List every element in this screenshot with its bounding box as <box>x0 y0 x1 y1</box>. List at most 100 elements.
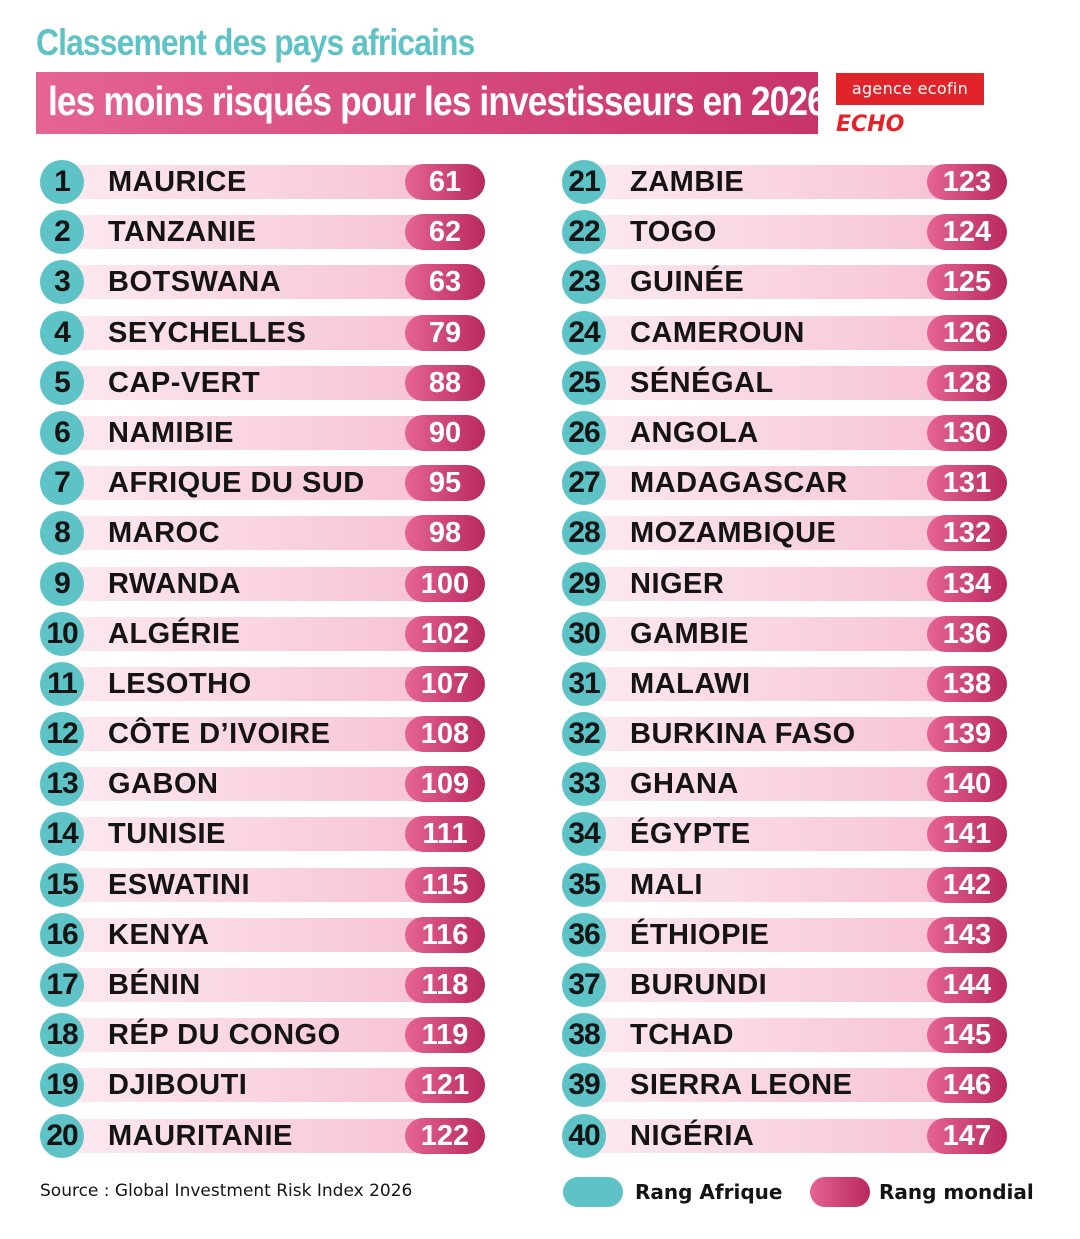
world-rank-pill: 115 <box>405 866 485 903</box>
world-rank-pill: 146 <box>927 1067 1007 1104</box>
row-band <box>590 968 980 1002</box>
country-name: BOTSWANA <box>108 266 282 299</box>
africa-rank-badge: 21 <box>562 160 606 204</box>
africa-rank-badge: 18 <box>40 1013 84 1058</box>
africa-rank-badge: 7 <box>40 461 84 506</box>
table-row: 29 NIGER 134 <box>560 561 1030 611</box>
row-band <box>68 516 458 551</box>
country-name: AFRIQUE DU SUD <box>108 467 365 500</box>
table-row: 34 ÉGYPTE 141 <box>560 811 1030 861</box>
africa-rank-badge: 25 <box>562 360 606 405</box>
world-rank-pill: 141 <box>927 816 1007 853</box>
table-row: 23 GUINÉE 125 <box>560 259 1030 309</box>
row-band <box>68 365 458 400</box>
country-name: MOZAMBIQUE <box>630 517 837 550</box>
africa-rank-badge: 26 <box>562 410 606 455</box>
country-name: NAMIBIE <box>108 416 234 449</box>
legend-africa-swatch <box>563 1177 623 1207</box>
row-band <box>68 1068 458 1103</box>
world-rank-pill: 140 <box>927 766 1007 803</box>
country-name: ÉGYPTE <box>630 818 751 851</box>
world-rank-pill: 98 <box>405 515 485 552</box>
table-row: 27 MADAGASCAR 131 <box>560 460 1030 510</box>
row-band <box>68 666 458 701</box>
country-name: SÉNÉGAL <box>630 366 774 399</box>
table-row: 25 SÉNÉGAL 128 <box>560 360 1030 410</box>
world-rank-pill: 142 <box>927 866 1007 903</box>
africa-rank-badge: 14 <box>40 812 84 857</box>
country-name: CÔTE D’IVOIRE <box>108 718 331 751</box>
row-band <box>68 215 458 250</box>
table-row: 15 ESWATINI 115 <box>38 862 508 912</box>
row-band <box>590 767 980 802</box>
africa-rank-badge: 17 <box>40 963 84 1007</box>
africa-rank-badge: 22 <box>562 210 606 255</box>
world-rank-pill: 63 <box>405 264 485 301</box>
world-rank-pill: 134 <box>927 565 1007 602</box>
africa-rank-badge: 11 <box>40 661 84 706</box>
table-row: 19 DJIBOUTI 121 <box>38 1062 508 1112</box>
world-rank-pill: 121 <box>405 1067 485 1104</box>
source-note: Source : Global Investment Risk Index 20… <box>40 1181 413 1201</box>
country-name: ALGÉRIE <box>108 617 241 650</box>
country-name: RWANDA <box>108 567 241 600</box>
world-rank-pill: 79 <box>405 314 485 351</box>
africa-rank-badge: 10 <box>40 611 84 656</box>
row-band <box>68 466 458 501</box>
africa-rank-badge: 33 <box>562 762 606 807</box>
country-name: TUNISIE <box>108 818 226 851</box>
country-name: MAURICE <box>108 166 247 198</box>
africa-rank-badge: 16 <box>40 912 84 957</box>
table-row: 12 CÔTE D’IVOIRE 108 <box>38 711 508 761</box>
row-band <box>68 817 458 852</box>
country-name: GUINÉE <box>630 266 745 299</box>
africa-rank-badge: 4 <box>40 310 84 355</box>
world-rank-pill: 116 <box>405 916 485 953</box>
world-rank-pill: 131 <box>927 465 1007 502</box>
world-rank-pill: 102 <box>405 615 485 652</box>
africa-rank-badge: 40 <box>562 1113 606 1158</box>
world-rank-pill: 62 <box>405 214 485 251</box>
table-row: 2 TANZANIE 62 <box>38 209 508 259</box>
africa-rank-badge: 15 <box>40 862 84 907</box>
country-name: MAURITANIE <box>108 1119 293 1152</box>
table-row: 21 ZAMBIE 123 <box>560 159 1030 209</box>
row-band <box>68 566 458 601</box>
table-row: 26 ANGOLA 130 <box>560 410 1030 460</box>
africa-rank-badge: 13 <box>40 762 84 807</box>
title-line-2: les moins risqués pour les investisseurs… <box>48 78 827 124</box>
row-band <box>590 1018 980 1053</box>
world-rank-pill: 111 <box>405 816 485 853</box>
table-row: 3 BOTSWANA 63 <box>38 259 508 309</box>
row-band <box>590 415 980 450</box>
country-name: MALI <box>630 868 703 901</box>
table-row: 35 MALI 142 <box>560 862 1030 912</box>
row-band <box>68 1118 458 1153</box>
table-row: 7 AFRIQUE DU SUD 95 <box>38 460 508 510</box>
africa-rank-badge: 12 <box>40 712 84 757</box>
africa-rank-badge: 39 <box>562 1063 606 1108</box>
africa-rank-badge: 9 <box>40 561 84 606</box>
row-band <box>590 917 980 952</box>
africa-rank-badge: 32 <box>562 712 606 757</box>
africa-rank-badge: 38 <box>562 1013 606 1058</box>
table-row: 17 BÉNIN 118 <box>38 962 508 1012</box>
row-band <box>68 1018 458 1053</box>
country-name: TOGO <box>630 216 717 249</box>
africa-rank-badge: 29 <box>562 561 606 606</box>
ranking-column-right: 21 ZAMBIE 123 22 TOGO 124 23 GUINÉE 125 24 CAMEROU… <box>560 159 1030 1163</box>
world-rank-pill: 119 <box>405 1017 485 1054</box>
africa-rank-badge: 6 <box>40 410 84 455</box>
country-name: ANGOLA <box>630 416 759 449</box>
row-band <box>68 265 458 300</box>
country-name: MALAWI <box>630 667 751 700</box>
country-name: BURUNDI <box>630 969 768 1001</box>
table-row: 4 SEYCHELLES 79 <box>38 310 508 360</box>
africa-rank-badge: 20 <box>40 1113 84 1158</box>
world-rank-pill: 100 <box>405 565 485 602</box>
table-row: 5 CAP-VERT 88 <box>38 360 508 410</box>
country-name: ESWATINI <box>108 868 251 901</box>
africa-rank-badge: 8 <box>40 511 84 556</box>
row-band <box>68 767 458 802</box>
table-row: 39 SIERRA LEONE 146 <box>560 1062 1030 1112</box>
